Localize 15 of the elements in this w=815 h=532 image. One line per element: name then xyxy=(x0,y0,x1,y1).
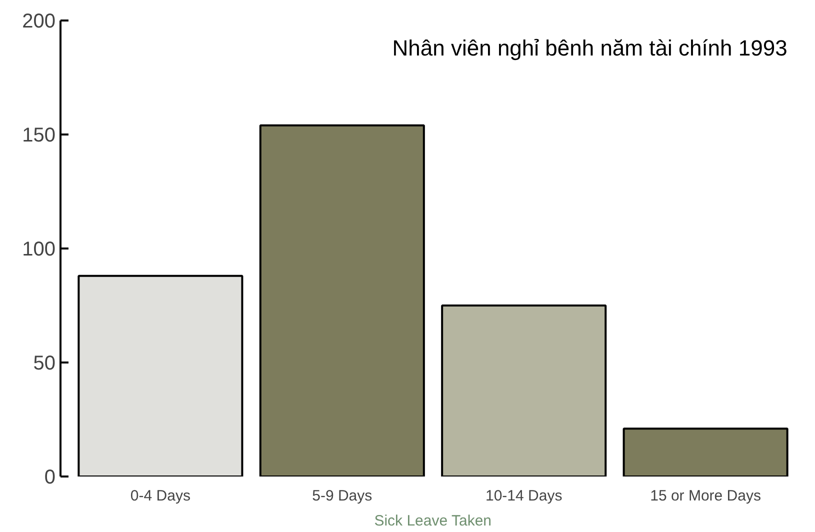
x-tick-label: 0-4 Days xyxy=(130,488,190,504)
x-tick-label: 5-9 Days xyxy=(312,488,372,504)
bar xyxy=(622,428,788,476)
x-axis-title: Sick Leave Taken xyxy=(374,512,492,530)
y-tick-label: 150 xyxy=(22,124,56,146)
y-tick-label: 0 xyxy=(44,466,56,488)
y-tick-label: 100 xyxy=(22,238,56,260)
y-tick-label: 200 xyxy=(22,10,56,32)
bar xyxy=(78,274,244,476)
x-tick-label: 15 or More Days xyxy=(650,488,761,504)
y-tick-label: 50 xyxy=(33,352,56,374)
bar xyxy=(259,124,425,476)
bar xyxy=(441,304,607,476)
x-tick-label: 10-14 Days xyxy=(486,488,562,504)
text: Nhân viên nghỉ bênh năm tài chính 1993 xyxy=(392,36,788,60)
